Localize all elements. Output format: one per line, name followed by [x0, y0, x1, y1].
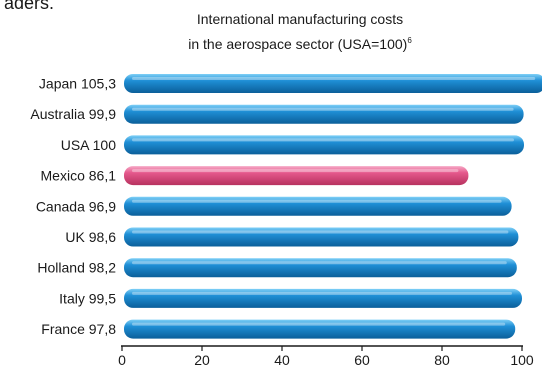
category-labels-group: Japan 105,3 Australia 99,9 USA 100 Mexico 8… — [30, 76, 116, 338]
bar-8 — [124, 319, 516, 339]
bar-highlight-0 — [132, 77, 536, 80]
x-tick-label-5: 100 — [510, 352, 534, 367]
bar-6 — [124, 258, 517, 278]
category-label-7: Italy 99,5 — [59, 290, 116, 306]
x-ticks-group: 0 20 40 60 80 100 — [118, 346, 534, 367]
x-tick-label-3: 60 — [354, 352, 370, 367]
bar-highlight-4 — [132, 199, 502, 203]
category-label-6: Holland 98,2 — [37, 260, 116, 276]
chart-subtitle-line: in the aerospace sector (USA=100)6 — [140, 30, 460, 55]
bar-5 — [124, 227, 519, 247]
bar-4 — [124, 196, 512, 216]
x-tick-label-1: 20 — [194, 352, 210, 367]
bar-highlight-6 — [132, 261, 507, 265]
preceding-text-fragment: aders. — [4, 0, 55, 13]
chart-subtitle: in the aerospace sector (USA=100) — [188, 36, 408, 52]
bars-group — [124, 74, 542, 339]
category-label-5: UK 98,6 — [65, 229, 116, 245]
chart-title-block: International manufacturing costs in the… — [140, 8, 460, 55]
bar-highlight-2 — [132, 138, 514, 142]
chart-title: International manufacturing costs — [196, 11, 404, 27]
bar-1 — [124, 104, 524, 124]
category-label-0: Japan 105,3 — [39, 76, 116, 92]
bar-7 — [124, 288, 522, 308]
category-label-2: USA 100 — [61, 137, 116, 153]
footnote-marker: 6 — [407, 36, 412, 45]
category-label-8: France 97,8 — [41, 321, 116, 337]
bar-highlight-3 — [132, 169, 459, 173]
bar-highlight-8 — [132, 322, 506, 326]
bar-highlight-7 — [132, 291, 512, 295]
x-tick-label-4: 80 — [434, 352, 450, 367]
category-label-3: Mexico 86,1 — [41, 168, 117, 184]
bar-0 — [124, 74, 542, 93]
bar-2 — [124, 135, 524, 155]
bar-3 — [124, 166, 469, 186]
x-tick-label-2: 40 — [274, 352, 290, 367]
category-label-1: Australia 99,9 — [30, 106, 116, 122]
bar-highlight-1 — [132, 107, 514, 111]
x-tick-label-0: 0 — [118, 352, 126, 367]
category-label-4: Canada 96,9 — [36, 198, 116, 214]
bar-highlight-5 — [132, 230, 509, 234]
